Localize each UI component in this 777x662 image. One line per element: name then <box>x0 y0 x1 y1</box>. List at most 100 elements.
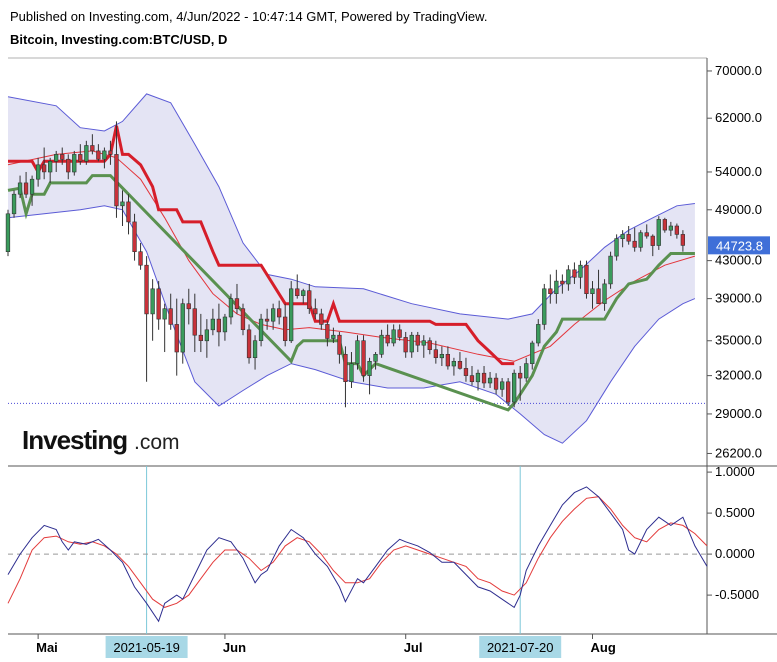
candle-body <box>445 353 451 367</box>
bollinger-band-fill <box>8 93 695 444</box>
candle-body <box>542 288 547 325</box>
candle <box>120 190 125 227</box>
candle <box>288 281 294 343</box>
candle-body <box>222 316 228 333</box>
candle-body <box>451 360 457 367</box>
candle <box>524 357 529 382</box>
time-tick-label: Mai <box>36 640 58 655</box>
candle <box>258 313 264 347</box>
candlestick-series <box>5 121 686 408</box>
candle <box>11 190 17 218</box>
candle-body <box>313 308 318 315</box>
candle-body <box>47 161 53 173</box>
candle-body <box>590 288 595 294</box>
candle-body <box>662 219 668 231</box>
candle <box>530 340 535 370</box>
candle <box>668 221 674 237</box>
candle-body <box>35 164 41 180</box>
candle <box>385 324 390 347</box>
candle-body <box>524 363 529 379</box>
candle-body <box>638 232 643 248</box>
candle <box>307 283 312 314</box>
price-tick-label: 32000.0 <box>715 368 762 383</box>
price-axis-ticks: 70000.0 62000.0 54000.0 49000.0 43000.0 39000… <box>707 63 762 460</box>
candle <box>626 226 631 245</box>
candle <box>560 274 565 294</box>
candle <box>638 230 643 252</box>
candle <box>150 279 155 341</box>
candle <box>313 298 318 320</box>
candle-body <box>41 164 47 173</box>
price-tick-label: 39000.0 <box>715 291 762 306</box>
oscillator-slow-line <box>7 496 708 608</box>
candle <box>78 144 83 165</box>
candle-body <box>536 324 541 344</box>
candle <box>126 194 131 235</box>
candle-body <box>66 158 71 173</box>
candle-body <box>355 340 360 364</box>
candle-body <box>331 334 336 339</box>
candle <box>264 308 270 330</box>
candle <box>608 251 613 289</box>
price-tick-label: 49000.0 <box>715 202 762 217</box>
candle <box>331 327 336 343</box>
candle <box>114 121 119 218</box>
candle-body <box>409 334 414 353</box>
candle <box>23 171 29 199</box>
candle <box>72 150 77 176</box>
logo-brand: Investing <box>22 425 127 455</box>
candle <box>475 369 481 391</box>
candle-body <box>517 372 523 379</box>
candle <box>632 227 637 252</box>
candle-body <box>343 353 348 382</box>
oscillator-fast-line <box>7 486 708 623</box>
candle <box>240 303 246 336</box>
price-tick-label: 62000.0 <box>715 110 762 125</box>
candle-body <box>108 150 113 155</box>
candle-body <box>60 154 65 160</box>
candle <box>644 224 649 239</box>
candle <box>361 335 366 382</box>
candle-body <box>403 337 408 353</box>
candle-body <box>397 329 402 338</box>
candle <box>234 283 240 314</box>
candle <box>96 144 101 162</box>
candle <box>397 324 402 341</box>
candle-body <box>650 235 655 246</box>
candle-body <box>632 240 637 248</box>
price-tick-label: 54000.0 <box>715 164 762 179</box>
candle-body <box>78 154 83 162</box>
candle-body <box>301 290 306 296</box>
last-price-marker: 44723.8 <box>708 236 770 255</box>
candle <box>680 230 686 252</box>
candle <box>379 329 384 358</box>
candle <box>415 331 420 353</box>
candle <box>572 262 577 284</box>
candle <box>584 260 589 299</box>
candle-body <box>511 372 517 403</box>
candle-body <box>150 288 155 315</box>
candle <box>451 357 457 376</box>
time-tick-label: Jun <box>223 640 246 655</box>
candle <box>301 288 306 304</box>
candle <box>349 352 354 388</box>
candle <box>578 260 583 289</box>
candle-body <box>379 334 384 355</box>
candle-body <box>367 360 372 376</box>
candle-body <box>373 353 378 362</box>
candle <box>656 216 661 250</box>
candle <box>409 331 414 358</box>
candle <box>174 298 179 376</box>
candle-body <box>228 298 234 318</box>
candle <box>674 223 680 239</box>
investing-logo: Investing .com <box>22 425 180 455</box>
candle-body <box>126 201 131 223</box>
candle-body <box>415 334 420 346</box>
candle <box>192 293 197 353</box>
candle <box>548 274 553 304</box>
candle <box>367 357 372 395</box>
candle-body <box>337 334 342 355</box>
candle <box>228 293 234 325</box>
candle <box>162 303 167 353</box>
